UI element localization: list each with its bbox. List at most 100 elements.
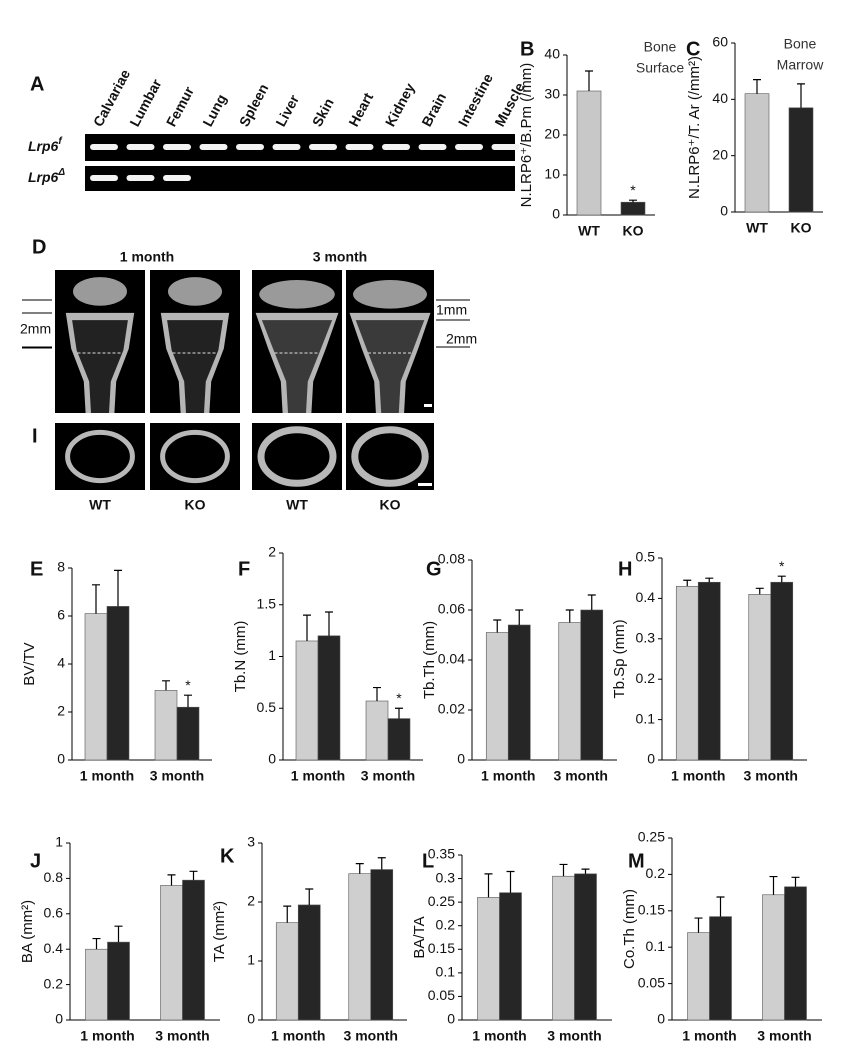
error-bar [184,694,192,708]
error-bar [92,584,100,614]
error-bar [377,857,386,870]
lane-label: Femur [163,83,197,129]
y-tick-label: 0 [247,1011,255,1027]
gel-band [491,144,520,150]
bar [762,894,785,1021]
y-tick-label: 0.04 [438,651,465,667]
error-bar [92,937,101,950]
x-tick-label: 1 month [271,1028,325,1044]
panel-label: A [30,73,44,95]
error-bar [189,870,198,881]
bar [788,107,814,213]
row-gene: Lrp6 [28,138,59,154]
lane-label: Brain [418,90,449,129]
error-bar [755,587,764,595]
x-tick-label: 3 month [757,1028,811,1044]
y-tick-label: 40 [544,46,560,62]
x-tick-label: 3 month [361,768,415,784]
bar [507,624,531,761]
bar [85,948,108,1021]
y-tick-label: 1.5 [257,595,277,611]
scale-bar [418,483,432,486]
y-tick-label: 0.25 [428,893,455,909]
y-tick-label: 10 [544,166,560,182]
error-bar [769,875,778,895]
x-tick-label: 3 month [554,768,608,784]
cortex [351,426,429,487]
y-tick-label: 4 [57,655,65,671]
cortex [65,429,135,484]
genotype: WT [89,497,111,513]
bar [176,706,200,761]
y-tick-label: 0.3 [636,630,656,646]
error-bar [629,199,637,203]
timepoint: 1 month [120,249,174,265]
y-tick-label: 0.25 [638,829,665,845]
y-tick-label: 3 [247,834,255,850]
error-bar [694,917,703,933]
x-tick-label: 1 month [671,768,725,784]
bone-head [353,280,427,309]
y-tick-label: 0.8 [44,869,64,885]
y-tick-label: 1 [247,952,255,968]
y-tick-label: 0.2 [44,975,64,991]
bar [697,581,721,761]
error-bar [581,868,590,874]
error-bar [114,569,122,607]
bar [499,892,522,1021]
annotation: Bone [784,36,817,52]
lane-label: Skin [309,96,337,130]
y-axis-label: Tb.N (mm) [232,621,249,693]
y-tick-label: 2 [247,893,255,909]
gel-band [236,144,264,150]
panel-label: I [32,425,38,447]
panel-label: D [32,236,46,258]
y-tick-label: 0.1 [436,964,456,980]
error-bar [559,863,568,877]
y-tick-label: 0.15 [638,902,665,918]
scale-text: 2mm [20,321,51,337]
y-tick-label: 1 [55,834,63,850]
y-tick-label: 1 [268,647,276,663]
x-tick-label: WT [578,223,600,239]
y-tick-label: 6 [57,607,65,623]
lane-label: Intestine [455,71,496,130]
bar [784,886,807,1021]
bar [709,916,732,1021]
bar [477,897,500,1021]
error-bar [325,611,333,636]
gel-band [163,144,191,150]
y-tick-label: 0 [447,1011,455,1027]
row-label: Lrp6f [28,136,63,154]
y-tick-label: 0.05 [638,974,665,990]
bar [106,606,130,761]
bar [370,869,394,1021]
scale-bar [424,404,432,407]
error-bar [777,575,786,583]
gel-band [126,175,155,181]
bar [295,640,319,761]
y-tick-label: 0 [268,751,276,767]
y-tick-label: 0.4 [44,940,64,956]
cortex [160,429,230,484]
genotype: KO [185,497,206,513]
x-tick-label: 3 month [744,768,798,784]
bar [552,875,575,1021]
annotation: Bone [644,39,677,55]
gel-band [199,144,228,150]
x-tick-label: KO [791,220,812,236]
y-tick-label: 2 [57,703,65,719]
lane-label: Lung [199,91,229,129]
gel-band [418,144,447,150]
error-bar [753,79,761,94]
bar [574,873,597,1021]
bar [107,941,130,1021]
panel-label: C [686,38,700,60]
error-bar [683,579,692,587]
panel-label: E [30,558,43,580]
panel-label: H [618,558,632,580]
bone-marrow [167,320,223,413]
error-bar [484,873,493,898]
y-tick-label: 40 [712,90,728,106]
y-tick-label: 0 [57,751,65,767]
